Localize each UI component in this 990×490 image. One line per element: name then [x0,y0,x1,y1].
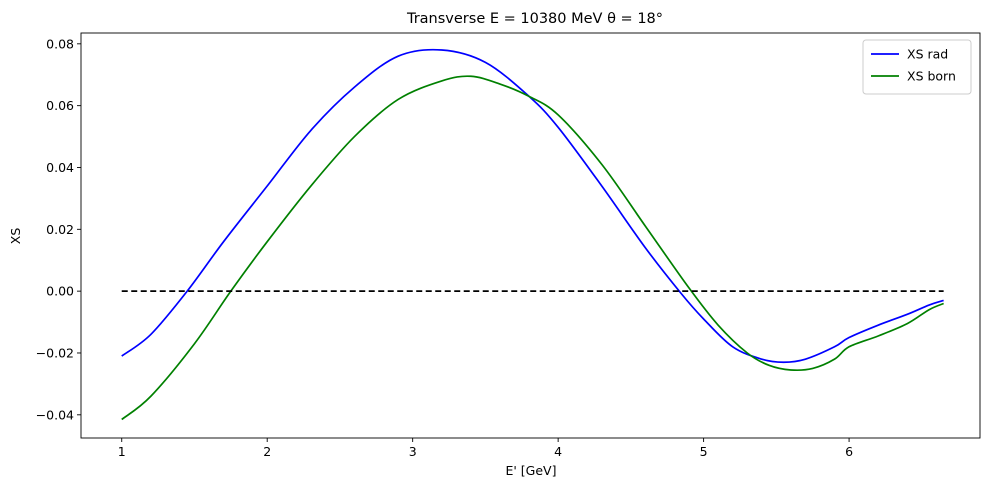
x-tick-label: 2 [263,444,271,459]
y-axis-label: XS [8,228,23,245]
y-tick-label: 0.02 [46,222,74,237]
x-axis: 1 2 3 4 5 6 [118,438,853,459]
y-tick-label: 0.06 [46,98,74,113]
y-tick-label: 0.00 [46,284,74,299]
legend: XS rad XS born [862,39,972,95]
y-tick-label: 0.04 [46,160,74,175]
legend-label: XS rad [907,47,948,62]
x-tick-label: 1 [118,444,126,459]
x-tick-label: 5 [700,444,708,459]
plot-area: 1 2 3 4 5 6 −0.04 −0.02 0.00 0.02 0.04 0.06 0.08 [36,32,981,459]
y-tick-label: −0.02 [36,345,74,360]
x-axis-label: E' [GeV] [506,463,557,478]
legend-label: XS born [907,69,956,84]
y-axis: −0.04 −0.02 0.00 0.02 0.04 0.06 0.08 [36,36,81,422]
chart-title: Transverse E = 10380 MeV θ = 18° [406,11,663,27]
series-lines [121,48,944,421]
y-tick-label: 0.08 [46,36,74,51]
x-tick-label: 4 [554,444,562,459]
y-tick-label: −0.04 [36,407,74,422]
plot-frame [80,32,981,439]
x-tick-label: 3 [409,444,417,459]
series-line-xs-rad [121,48,944,364]
x-tick-label: 6 [845,444,853,459]
series-line-xs-born [121,75,944,421]
